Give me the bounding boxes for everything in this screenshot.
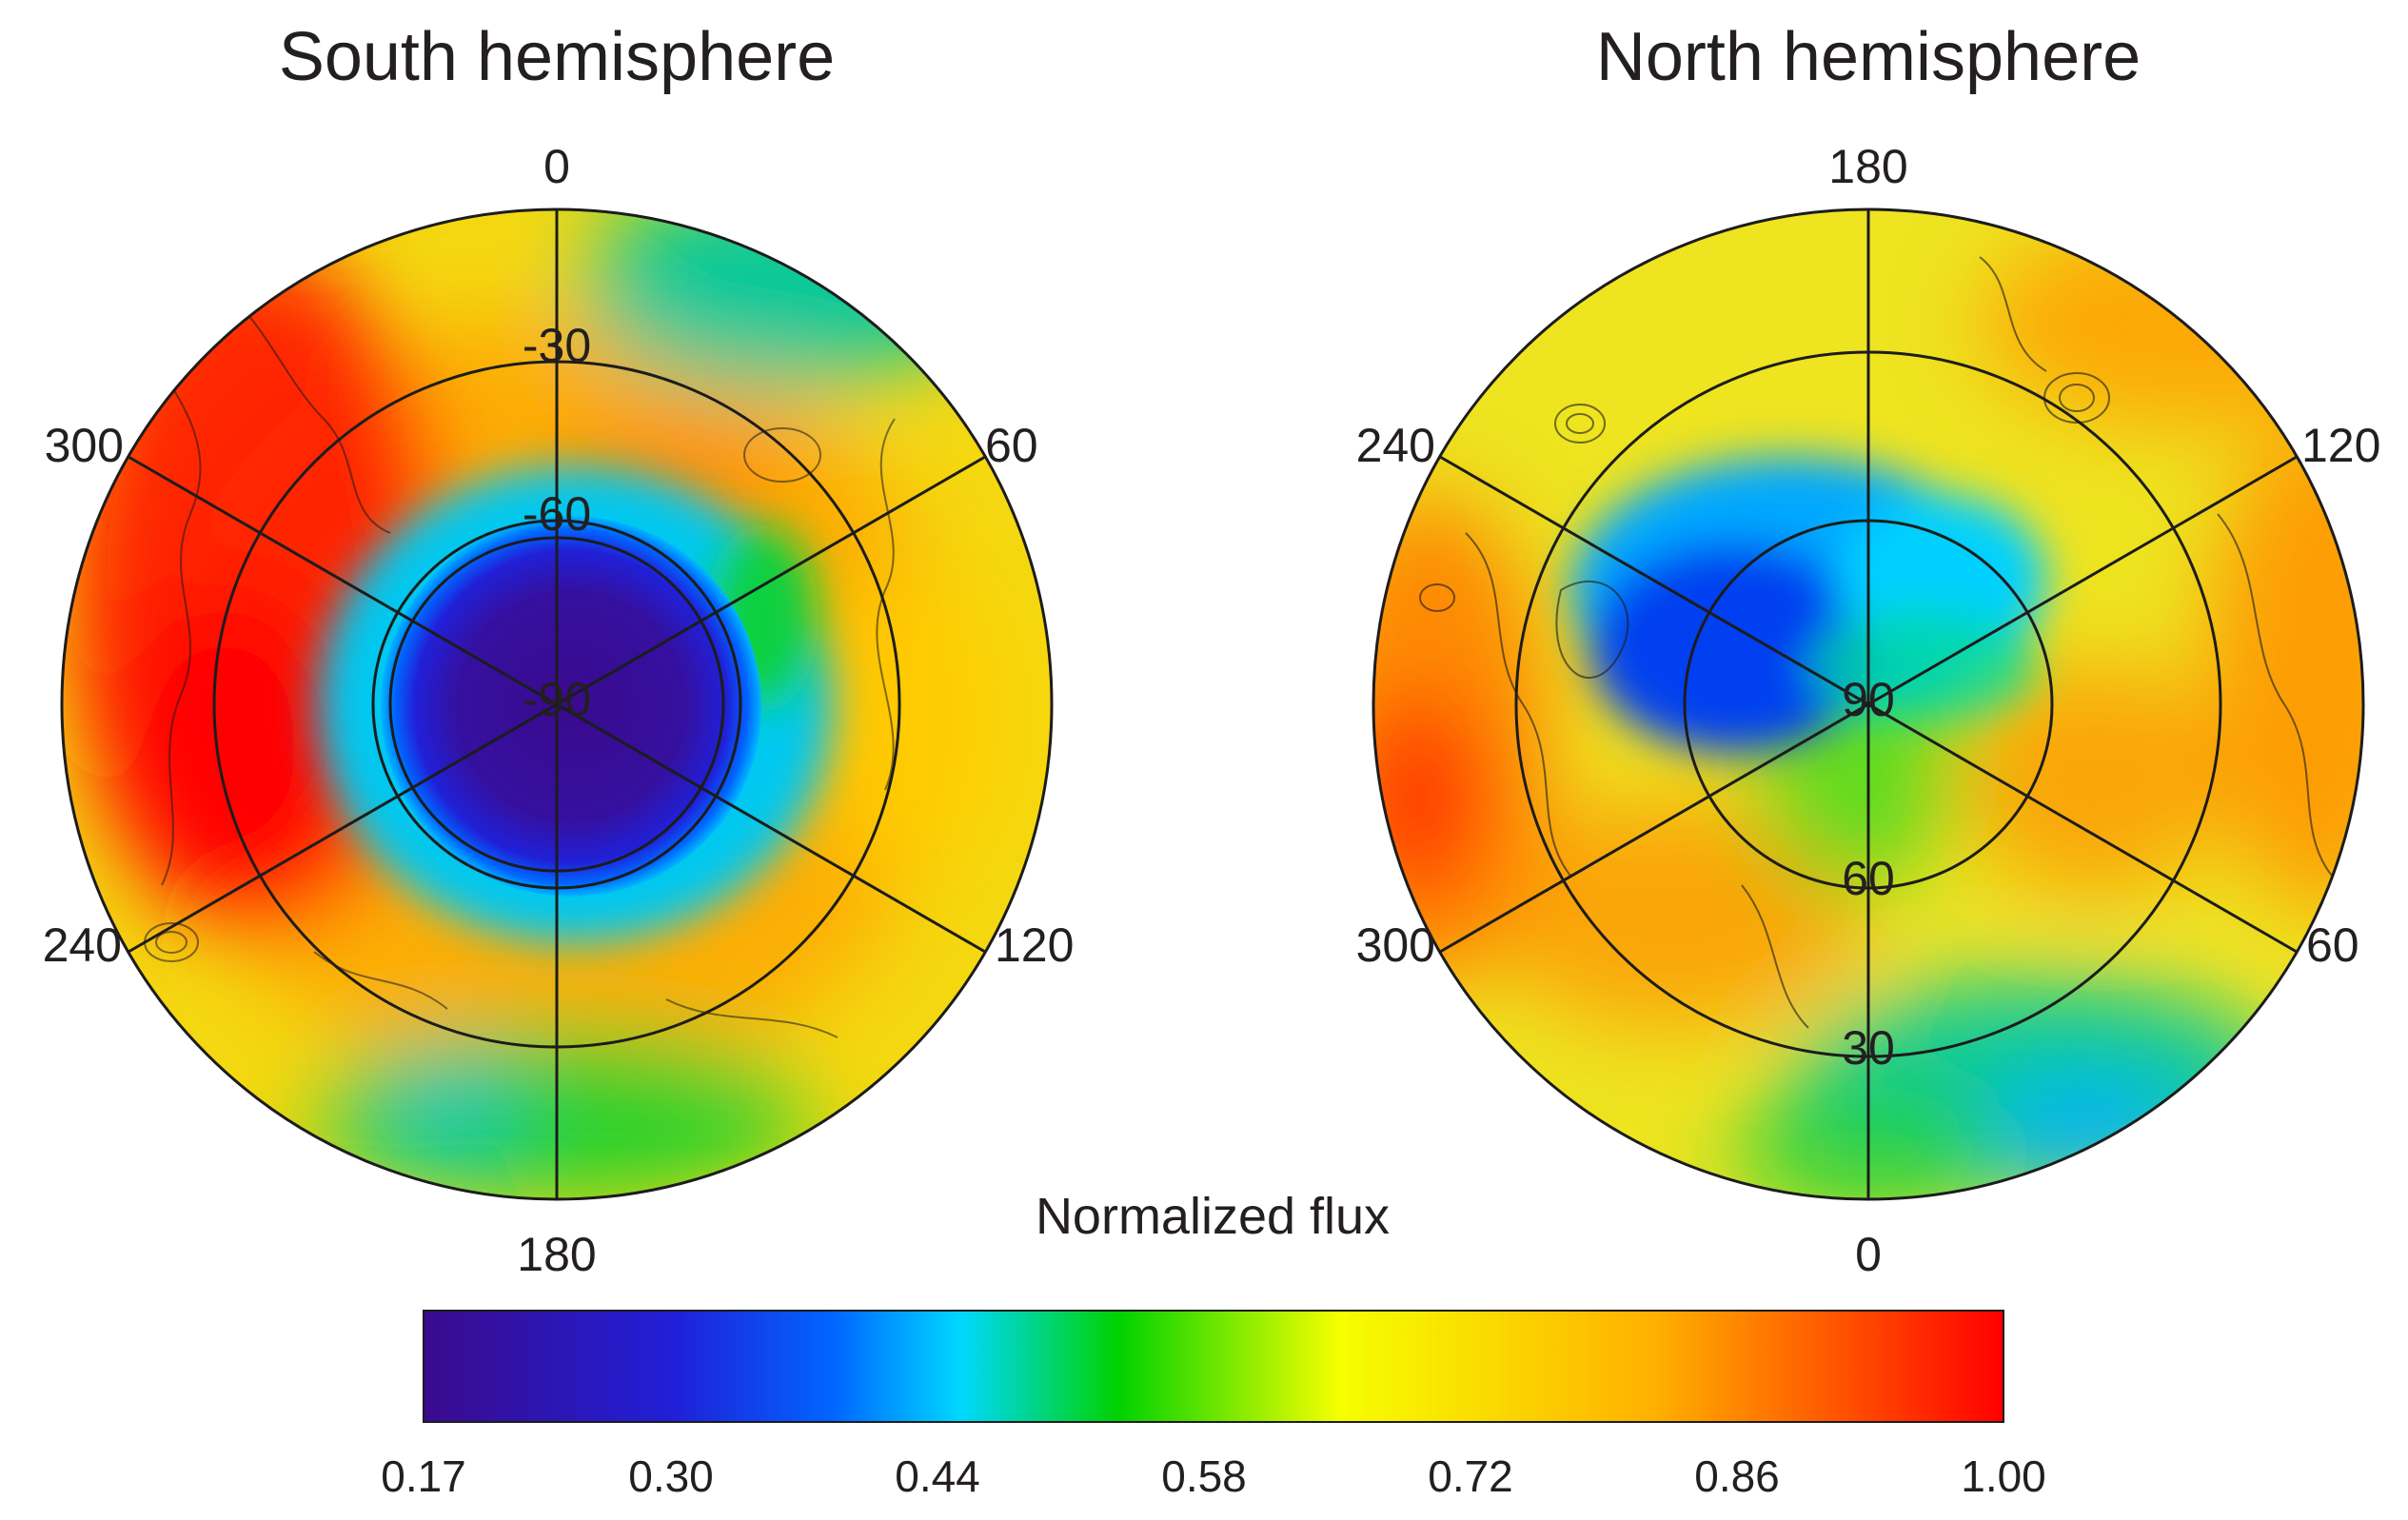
north-meridian-60-240 — [1439, 455, 2298, 954]
south-map: 0 60 120 180 240 300 -30 -60 -90 — [43, 140, 1075, 1281]
north-lat-label-60: 60 — [1842, 852, 1895, 905]
north-lon-label-180: 180 — [1828, 140, 1907, 193]
south-lon-label-120: 120 — [995, 918, 1074, 972]
south-lat-label-30: -30 — [523, 319, 591, 372]
colorbar-title: Normalized flux — [1036, 1188, 1390, 1245]
south-lat-label-60: -60 — [523, 487, 591, 541]
south-meridian-120-300 — [128, 455, 986, 954]
north-map-title: North hemisphere — [1596, 19, 2141, 95]
colorbar-tick-label: 0.58 — [1161, 1451, 1247, 1501]
north-lon-label-240: 240 — [1356, 419, 1435, 472]
south-lon-label-60: 60 — [985, 419, 1038, 472]
north-lat-label-90: 90 — [1842, 673, 1895, 726]
north-map: 180 120 60 0 300 240 30 60 90 — [1356, 140, 2381, 1281]
south-lon-label-180: 180 — [517, 1228, 596, 1281]
north-map-border — [1372, 207, 2365, 1201]
south-map-border — [60, 207, 1054, 1201]
south-flux-field — [62, 209, 1052, 1199]
colorbar-tick-label: 0.30 — [628, 1451, 714, 1501]
south-lat-label-90: -90 — [523, 673, 591, 726]
colorbar-tick-label: 1.00 — [1961, 1451, 2046, 1501]
colorbar-gradient — [423, 1310, 2004, 1423]
south-lon-label-240: 240 — [43, 918, 122, 972]
south-lon-label-300: 300 — [45, 419, 124, 472]
colorbar: Normalized flux 0.17 0.30 0.44 0.58 0.72 0.86… — [381, 1188, 2046, 1501]
colorbar-tick-label: 0.17 — [381, 1451, 466, 1501]
north-lon-label-300: 300 — [1356, 918, 1435, 972]
north-lon-label-0: 0 — [1855, 1228, 1882, 1281]
south-map-title: South hemisphere — [279, 19, 835, 95]
north-lon-label-120: 120 — [2301, 419, 2380, 472]
colorbar-tick-label: 0.72 — [1428, 1451, 1513, 1501]
colorbar-tick-label: 0.86 — [1694, 1451, 1780, 1501]
south-lon-label-0: 0 — [543, 140, 570, 193]
colorbar-ticks: 0.17 0.30 0.44 0.58 0.72 0.86 1.00 — [381, 1451, 2046, 1501]
north-lon-label-60: 60 — [2306, 918, 2359, 972]
north-graticule — [1372, 207, 2365, 1201]
south-graticule — [60, 207, 1054, 1201]
colorbar-tick-label: 0.44 — [895, 1451, 980, 1501]
north-lat-label-30: 30 — [1842, 1021, 1895, 1075]
